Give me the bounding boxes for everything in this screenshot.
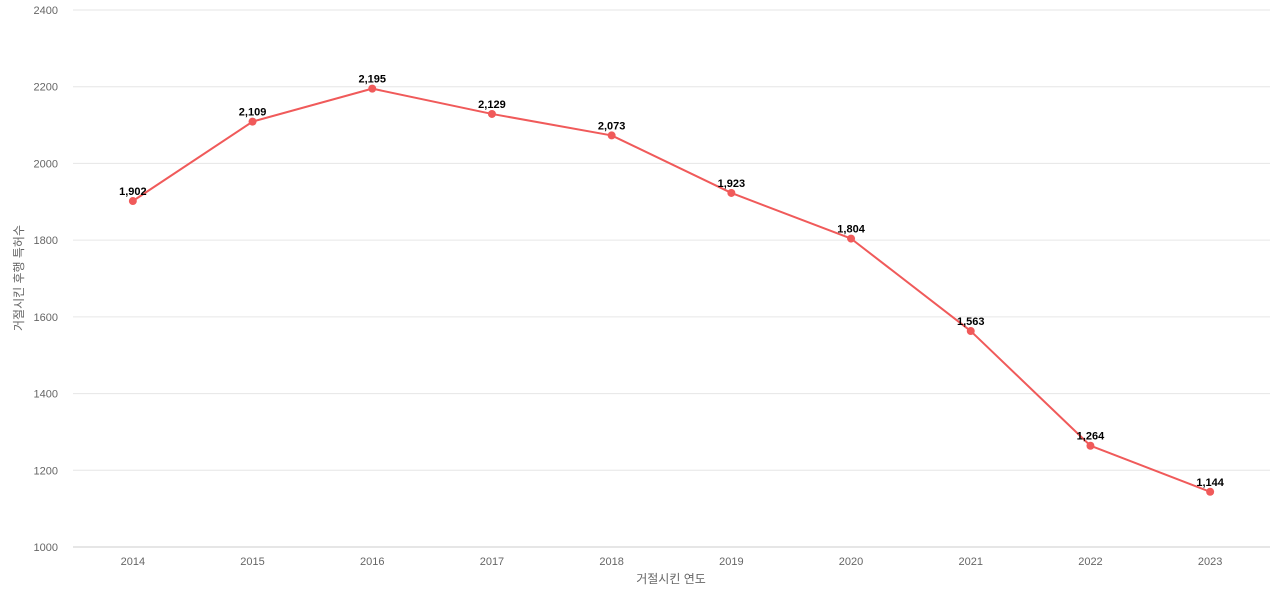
data-point: [607, 131, 616, 140]
x-tick-label: 2021: [959, 556, 983, 568]
series-layer: [128, 84, 1215, 496]
y-tick-label: 1800: [34, 235, 58, 247]
data-label: 1,923: [718, 178, 746, 190]
y-tick-label: 1400: [34, 389, 58, 401]
x-tick-label: 2023: [1198, 556, 1222, 568]
y-tick-label: 1000: [34, 542, 58, 554]
label-layer: 1,902 2,109 2,195 2,129 2,073 1,923 1,804 1,563…: [119, 74, 1225, 489]
data-point: [368, 84, 377, 93]
x-tick-label: 2018: [599, 556, 623, 568]
y-tick-label: 2000: [34, 158, 58, 170]
data-label: 1,264: [1077, 431, 1105, 443]
x-tick-label: 2022: [1078, 556, 1102, 568]
x-tick-label: 2016: [360, 556, 384, 568]
y-tick-label: 1200: [34, 465, 58, 477]
data-label: 1,563: [957, 316, 985, 328]
y-tick-label: 1600: [34, 312, 58, 324]
x-tick-label: 2017: [480, 556, 504, 568]
y-tick-label: 2400: [34, 5, 58, 17]
data-point: [128, 197, 137, 206]
data-point: [727, 188, 736, 197]
axis-layer: 1000 1200 1400 1600 1800 2000 2200 2400 2014 2015…: [34, 5, 1223, 568]
data-point: [487, 109, 496, 118]
x-axis-title: 거절시킨 연도: [636, 572, 706, 586]
x-tick-label: 2014: [121, 556, 145, 568]
data-label: 2,109: [239, 107, 267, 119]
data-label: 2,073: [598, 120, 626, 132]
data-point: [1206, 487, 1215, 496]
grid-layer: [73, 9, 1270, 548]
data-point: [1086, 441, 1095, 450]
x-tick-label: 2019: [719, 556, 743, 568]
x-tick-label: 2020: [839, 556, 863, 568]
y-axis-title: 거절시킨 후행 특허수: [11, 225, 26, 331]
data-label: 1,902: [119, 186, 147, 198]
series-line: [132, 87, 1211, 493]
data-point: [966, 327, 975, 336]
data-label: 1,804: [837, 224, 865, 236]
data-point: [847, 234, 856, 243]
data-point: [248, 117, 257, 126]
y-tick-label: 2200: [34, 82, 58, 94]
x-tick-label: 2015: [240, 556, 264, 568]
data-label: 1,144: [1196, 477, 1224, 489]
data-label: 2,195: [358, 74, 386, 86]
data-label: 2,129: [478, 99, 506, 111]
